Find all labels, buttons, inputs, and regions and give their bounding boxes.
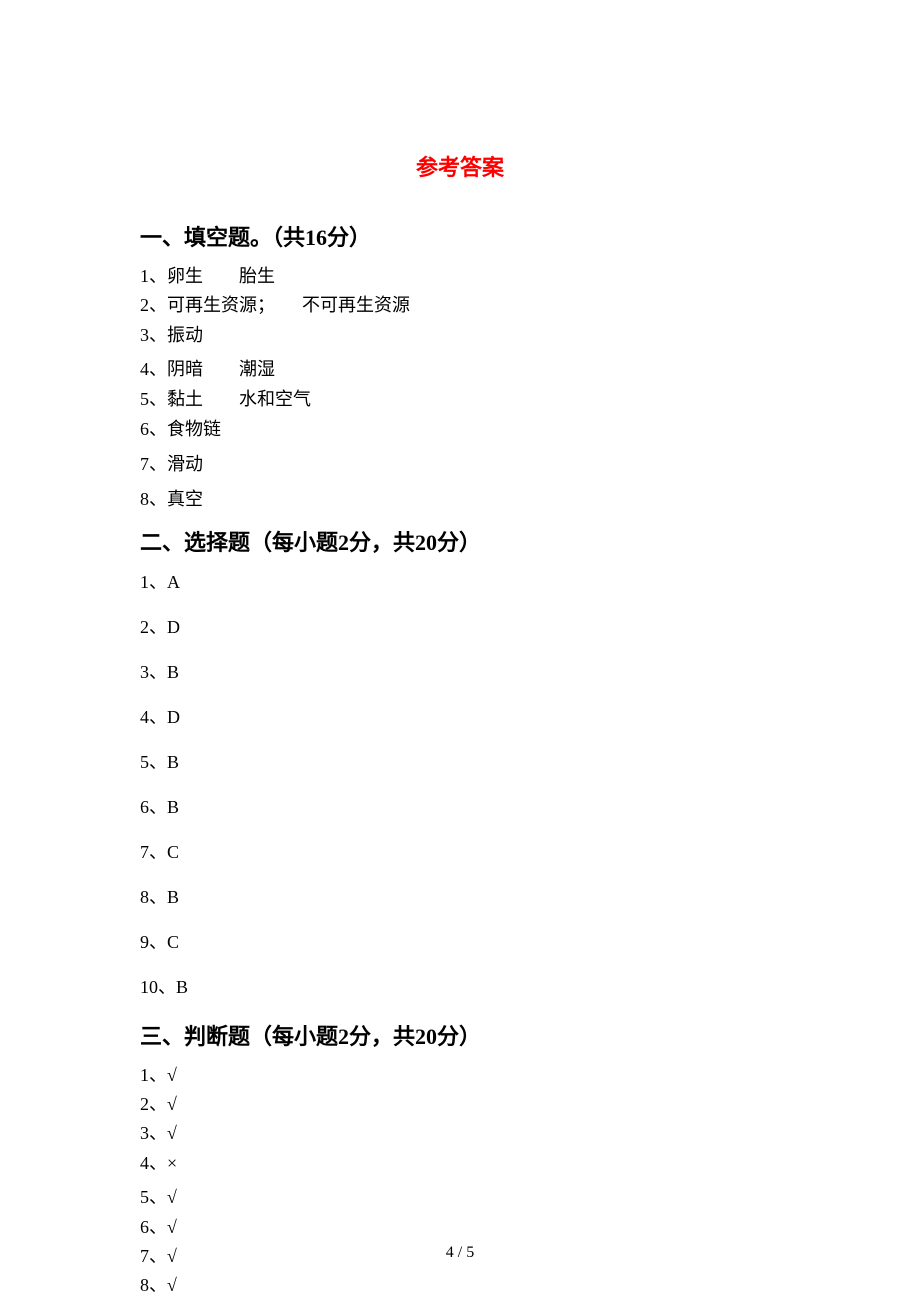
section-judge-header: 三、判断题（每小题2分，共20分）: [140, 1019, 780, 1051]
choice-answer: 8、B: [140, 884, 780, 911]
fill-answer: 1、卵生 胎生: [140, 264, 780, 289]
choice-answer: 5、B: [140, 749, 780, 776]
judge-answer: 3、√: [140, 1121, 780, 1146]
judge-answer: 5、√: [140, 1185, 780, 1210]
fill-answer: 3、振动: [140, 322, 780, 349]
section-choice-header: 二、选择题（每小题2分，共20分）: [140, 525, 780, 557]
fill-answer: 2、可再生资源； 不可再生资源: [140, 293, 780, 318]
page-title: 参考答案: [140, 150, 780, 182]
choice-answer: 10、B: [140, 974, 780, 1001]
choice-answer: 4、D: [140, 704, 780, 731]
judge-answer: 2、√: [140, 1092, 780, 1117]
fill-answer: 8、真空: [140, 486, 780, 513]
page-number: 4 / 5: [0, 1244, 920, 1262]
fill-answer: 5、黏土 水和空气: [140, 387, 780, 412]
judge-answer: 1、√: [140, 1063, 780, 1088]
fill-answer: 6、食物链: [140, 416, 780, 443]
choice-answer: 7、C: [140, 839, 780, 866]
judge-answer: 4、×: [140, 1150, 780, 1177]
judge-answer: 8、√: [140, 1273, 780, 1298]
choice-answer: 9、C: [140, 929, 780, 956]
choice-answer: 6、B: [140, 794, 780, 821]
choice-answer: 3、B: [140, 659, 780, 686]
fill-answer: 4、阴暗 潮湿: [140, 357, 780, 382]
fill-answer: 7、滑动: [140, 451, 780, 478]
choice-answer: 2、D: [140, 614, 780, 641]
section-fill-header: 一、填空题。（共16分）: [140, 220, 780, 252]
judge-answer: 6、√: [140, 1215, 780, 1240]
choice-answer: 1、A: [140, 569, 780, 596]
